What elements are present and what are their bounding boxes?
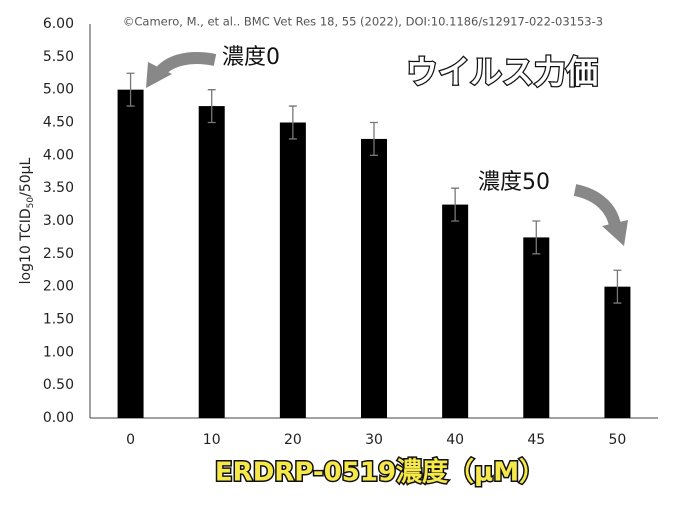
error-bar [532,220,541,255]
error-bar [126,72,135,107]
arrow-head [146,62,172,88]
bar [279,122,306,418]
x-tick-label: 30 [365,432,383,448]
error-bar [613,269,622,304]
y-label-sub: 50 [26,197,36,209]
annotation: 濃度0 [222,45,280,70]
error-bar [451,187,460,222]
y-axis-label: log10 TCID50/50μL [18,157,36,284]
x-tick-label: 0 [126,432,135,448]
y-label-main: log10 TCID [18,208,34,284]
error-bar [207,89,216,124]
x-tick-label: 40 [446,432,464,448]
y-tick-label: 2.00 [43,279,74,295]
bar [523,237,550,418]
error-bar [288,105,297,140]
y-tick-label: 5.00 [43,82,74,98]
arrow [573,184,621,227]
y-tick-label: 1.00 [43,344,74,360]
annotation: 濃度50 [478,170,550,195]
bar [442,204,469,418]
x-tick-label: 20 [284,432,302,448]
y-label-rest: /50μL [18,157,34,196]
y-tick-label: 4.00 [43,147,74,163]
y-tick-label: 0.00 [43,410,74,426]
error-bar [370,121,378,156]
y-tick-label: 5.50 [43,49,74,65]
bar [361,138,387,418]
y-tick-label: 6.00 [43,16,74,32]
y-tick-label: 0.50 [43,377,74,393]
bar [198,106,225,418]
x-tick-label: 10 [203,432,221,448]
arrow [155,52,217,77]
x-axis-label: ERDRP-0519濃度（μM） [215,457,545,488]
x-tick-label: 45 [527,432,545,448]
y-tick-label: 1.50 [43,312,74,328]
y-tick-label: 2.50 [43,246,74,262]
bar [604,286,631,418]
bar [117,89,144,419]
y-tick-label: 4.50 [43,115,74,131]
y-tick-label: 3.00 [43,213,74,229]
y-tick-label: 3.50 [43,180,74,196]
arrow-head [602,220,628,246]
chart-title: ウイルス力価 [406,53,598,91]
credit: ©Camero, M., et al.. BMC Vet Res 18, 55 … [123,15,603,29]
x-tick-label: 50 [609,432,627,448]
